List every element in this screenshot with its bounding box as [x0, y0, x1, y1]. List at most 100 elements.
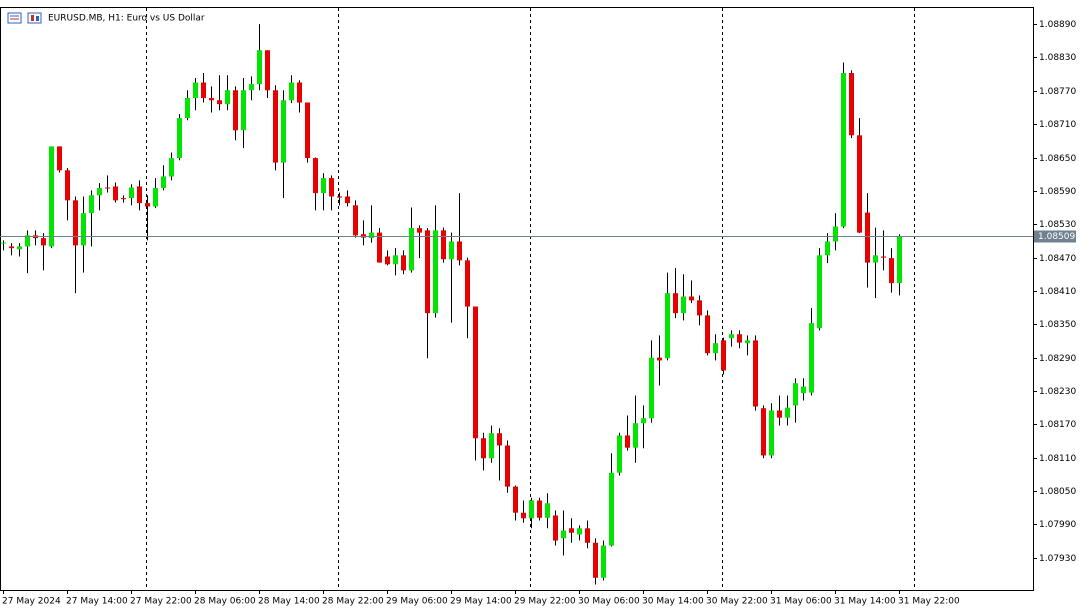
- candle-body: [281, 100, 286, 163]
- candle-body: [457, 241, 462, 261]
- candle-body: [297, 82, 302, 103]
- candle-body: [897, 236, 902, 284]
- y-tick-label: 1.08290: [1039, 354, 1076, 364]
- candle-body: [313, 158, 318, 194]
- candle-body: [761, 408, 766, 456]
- x-tick-label: 31 May 14:00: [834, 597, 896, 607]
- candle-body: [361, 234, 366, 238]
- candle-body: [697, 300, 702, 316]
- candle-body: [465, 260, 470, 307]
- candle-body: [185, 98, 190, 119]
- candle-body: [505, 445, 510, 487]
- y-tick-label: 1.08530: [1039, 220, 1076, 230]
- candle-body: [665, 293, 670, 359]
- x-tick-label: 27 May 22:00: [130, 597, 192, 607]
- candle-body: [153, 188, 158, 207]
- candle-body: [169, 158, 174, 177]
- y-tick-label: 1.08110: [1039, 454, 1076, 464]
- candle-body: [769, 410, 774, 456]
- x-tick-label: 29 May 22:00: [514, 597, 576, 607]
- x-tick-label: 30 May 14:00: [642, 597, 704, 607]
- candle-body: [577, 528, 582, 535]
- chart-title: EURUSD.MB, H1: Euro vs US Dollar: [48, 14, 205, 24]
- candle-body: [841, 73, 846, 227]
- x-tick-label: 31 May 22:00: [898, 597, 960, 607]
- chart-icons: [7, 12, 42, 24]
- y-tick-label: 1.08470: [1039, 254, 1076, 264]
- y-tick-label: 1.08590: [1039, 187, 1076, 197]
- y-tick-label: 1.08830: [1039, 53, 1076, 63]
- icon: [27, 12, 42, 24]
- candle-body: [793, 383, 798, 406]
- candle-body: [593, 542, 598, 578]
- y-tick-label: 1.07990: [1039, 520, 1076, 530]
- candle-body: [129, 187, 134, 199]
- candle-body: [785, 407, 790, 418]
- candle-body: [889, 258, 894, 284]
- candle-body: [273, 90, 278, 163]
- current-price-label: 1.08509: [1038, 232, 1075, 242]
- icon: [36, 16, 39, 21]
- candle-body: [441, 230, 446, 260]
- candle-body: [833, 226, 838, 242]
- candle-body: [321, 178, 326, 194]
- candle-body: [201, 82, 206, 99]
- x-tick-label: 28 May 06:00: [194, 597, 256, 607]
- candle-body: [17, 246, 22, 250]
- candle-body: [81, 213, 86, 246]
- candle-body: [881, 256, 886, 258]
- y-tick-label: 1.08230: [1039, 387, 1076, 397]
- candle-body: [865, 212, 870, 263]
- candle-body: [449, 241, 454, 260]
- x-tick-label: 29 May 06:00: [386, 597, 448, 607]
- candle-body: [385, 256, 390, 265]
- y-tick-label: 1.07930: [1039, 554, 1076, 564]
- candle-body: [329, 178, 334, 197]
- x-tick-label: 31 May 06:00: [770, 597, 832, 607]
- candle-body: [817, 255, 822, 329]
- y-tick-label: 1.08650: [1039, 154, 1076, 164]
- candle-body: [225, 90, 230, 105]
- y-tick-label: 1.08170: [1039, 420, 1076, 430]
- candle-body: [609, 472, 614, 546]
- candle-body: [369, 232, 374, 239]
- candle-body: [873, 255, 878, 263]
- current-price-box: [1034, 230, 1076, 243]
- candle-body: [601, 545, 606, 578]
- candle-body: [585, 528, 590, 543]
- candle-body: [145, 203, 150, 207]
- y-tick-label: 1.08770: [1039, 87, 1076, 97]
- icon: [7, 12, 22, 24]
- candle-body: [745, 340, 750, 344]
- candle-body: [809, 323, 814, 393]
- candle-body: [425, 230, 430, 314]
- candle-body: [377, 232, 382, 263]
- candle-body: [105, 187, 110, 189]
- candle-body: [257, 50, 262, 85]
- x-tick-label: 27 May 14:00: [66, 597, 128, 607]
- candle-body: [641, 418, 646, 424]
- candle-body: [57, 146, 62, 171]
- x-tick-label: 29 May 14:00: [450, 597, 512, 607]
- y-tick-label: 1.08350: [1039, 320, 1076, 330]
- candle-body: [705, 315, 710, 354]
- candle-body: [65, 170, 70, 201]
- candle-body: [657, 357, 662, 361]
- candle-body: [537, 500, 542, 518]
- candle-body: [73, 200, 78, 246]
- y-tick-label: 1.08410: [1039, 287, 1076, 297]
- candle-body: [353, 205, 358, 236]
- candle-body: [97, 188, 102, 196]
- candle-body: [241, 90, 246, 131]
- y-tick-label: 1.08890: [1039, 20, 1076, 30]
- candle-body: [417, 228, 422, 233]
- x-tick-label: 30 May 22:00: [706, 597, 768, 607]
- candle-body: [1, 242, 6, 244]
- candle-body: [649, 357, 654, 419]
- candle-body: [25, 235, 30, 247]
- x-tick-label: 28 May 14:00: [258, 597, 320, 607]
- candle-body: [193, 82, 198, 99]
- candle-body: [521, 512, 526, 519]
- candle-body: [721, 340, 726, 371]
- candle-body: [233, 90, 238, 131]
